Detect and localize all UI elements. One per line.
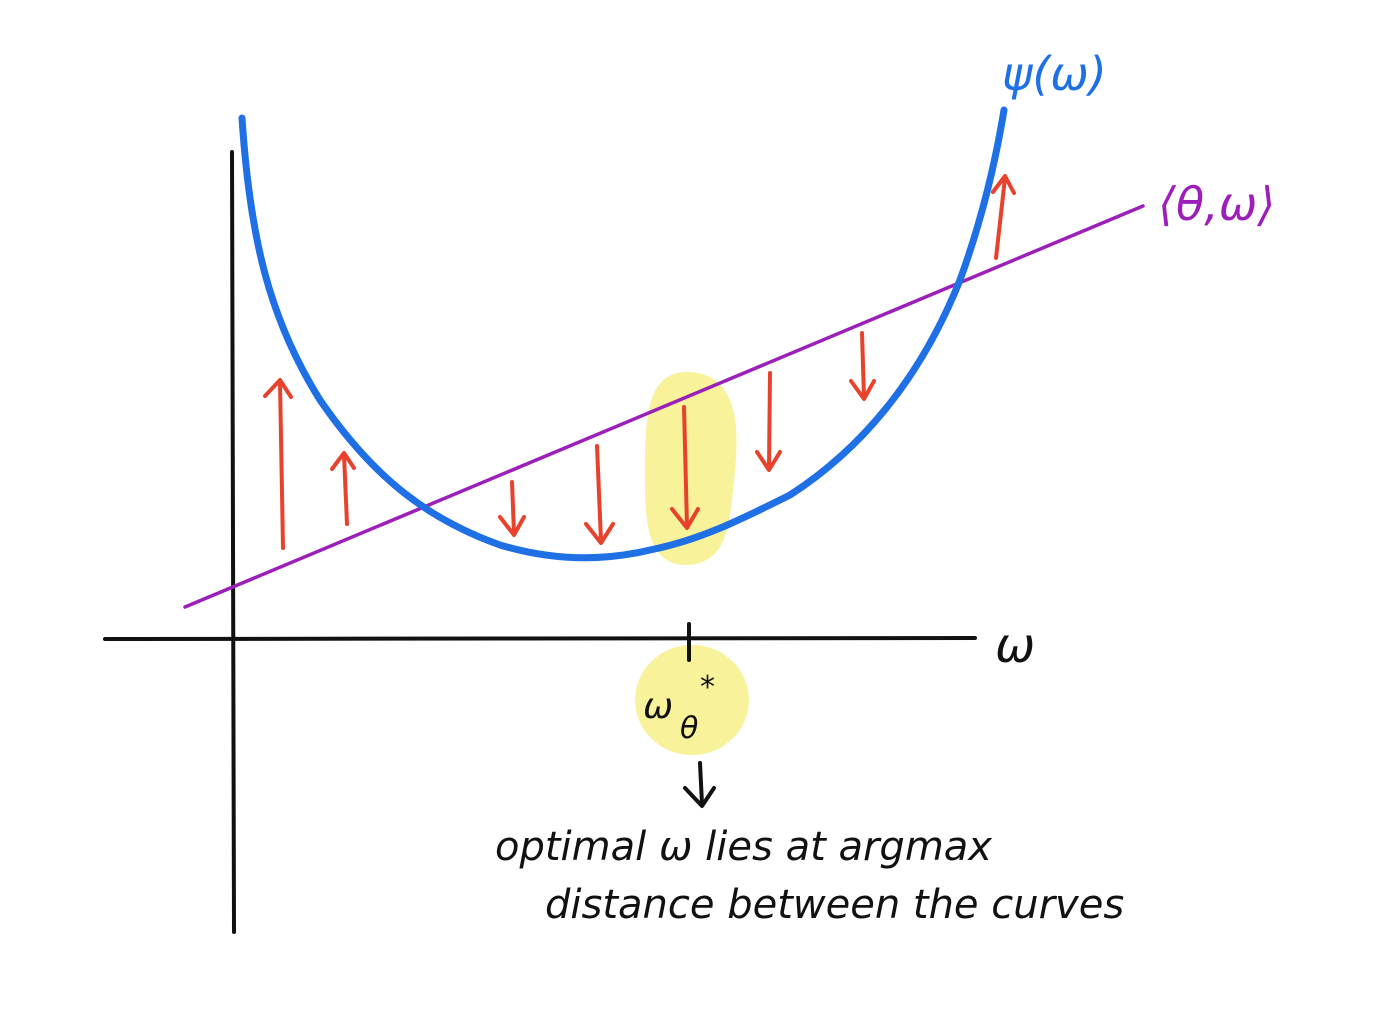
linear-function-line (183, 204, 1145, 609)
caption-line-1: optimal ω lies at argmax (495, 824, 992, 870)
caption-line-2: distance between the curves (545, 882, 1124, 928)
optimum-label-superscript: * (700, 670, 715, 705)
convex-curve-psi (238, 106, 1008, 562)
highlight-region-optimum (645, 371, 737, 566)
down-arrow-3 (510, 480, 516, 535)
x-axis-label: ω (995, 618, 1035, 674)
down-arrow-4 (595, 444, 603, 543)
down-arrow-6 (767, 371, 772, 470)
up-arrow-2 (342, 453, 349, 526)
curve-label-psi: ψ(ω) (1002, 47, 1107, 101)
x-axis (103, 636, 977, 641)
optimum-label: ω (643, 686, 673, 727)
optimum-label-subscript: θ (680, 711, 698, 746)
down-arrow-5 (682, 405, 689, 528)
highlight-optimum-label (635, 645, 749, 755)
difference-arrows (263, 174, 1016, 550)
down-arrow-7 (860, 331, 866, 399)
up-arrow-8 (994, 176, 1007, 260)
line-label-inner-product: ⟨θ,ω⟩ (1158, 177, 1275, 231)
caption-pointer-arrow (683, 761, 716, 808)
up-arrow-1 (278, 380, 285, 550)
y-axis (230, 150, 236, 934)
